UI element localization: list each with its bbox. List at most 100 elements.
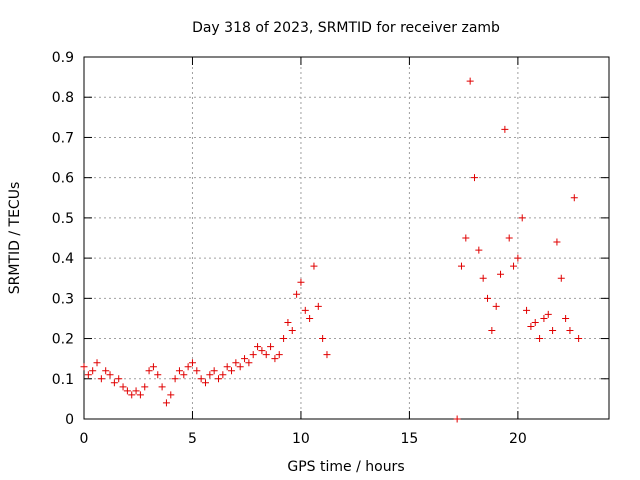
data-point	[115, 375, 123, 383]
data-point	[145, 367, 153, 375]
data-point	[566, 327, 574, 335]
y-axis-label: SRMTID / TECUs	[7, 182, 23, 295]
data-point	[514, 254, 522, 262]
data-point	[201, 379, 209, 387]
y-tick-label: 0.9	[52, 50, 74, 66]
y-tick-label: 0.7	[52, 130, 74, 146]
data-point	[184, 363, 192, 371]
data-point	[241, 355, 249, 363]
data-point	[119, 383, 127, 391]
data-point	[284, 318, 292, 326]
data-point	[215, 375, 223, 383]
data-point	[228, 367, 236, 375]
data-point	[162, 399, 170, 407]
x-tick-label: 10	[292, 431, 310, 447]
data-point	[492, 302, 500, 310]
x-tick-label: 15	[400, 431, 418, 447]
data-point	[540, 314, 548, 322]
data-point	[188, 359, 196, 367]
data-point	[175, 367, 183, 375]
data-point	[527, 322, 535, 330]
data-point	[484, 294, 492, 302]
data-point	[501, 125, 509, 133]
data-point	[488, 327, 496, 335]
data-point	[319, 335, 327, 343]
data-point	[557, 274, 565, 282]
data-point	[297, 278, 305, 286]
y-tick-label: 0	[65, 412, 74, 428]
data-point	[128, 391, 136, 399]
data-point	[132, 387, 140, 395]
data-point	[497, 270, 505, 278]
data-point	[531, 318, 539, 326]
data-point	[232, 359, 240, 367]
data-point	[505, 234, 513, 242]
data-point	[280, 335, 288, 343]
data-point	[102, 367, 110, 375]
tick-labels: 0 0.1 0.2 0.3 0.4 0.5 0.6 0.7 0.8 0.9 0 5 10 15 20	[52, 50, 527, 447]
data-point	[523, 306, 531, 314]
data-point	[475, 246, 483, 254]
data-point	[314, 302, 322, 310]
data-point	[136, 391, 144, 399]
data-point	[154, 371, 162, 379]
y-tick-label: 0.4	[52, 251, 74, 267]
data-point	[197, 375, 205, 383]
plot-frame	[83, 56, 610, 420]
data-point	[97, 375, 105, 383]
data-point	[158, 383, 166, 391]
data-point	[171, 375, 179, 383]
data-point	[323, 351, 331, 359]
data-point	[549, 327, 557, 335]
grid	[84, 57, 609, 419]
y-tick-label: 0.5	[52, 211, 74, 227]
data-point	[93, 359, 101, 367]
data-point	[510, 262, 518, 270]
data-point	[245, 359, 253, 367]
data-point	[123, 387, 131, 395]
y-tick-label: 0.6	[52, 171, 74, 187]
data-point	[275, 351, 283, 359]
data-point	[223, 363, 231, 371]
data-point	[193, 367, 201, 375]
y-tick-label: 0.3	[52, 291, 74, 307]
x-axis-label: GPS time / hours	[287, 459, 404, 475]
data-point	[310, 262, 318, 270]
data-point	[254, 343, 262, 351]
data-point	[518, 214, 526, 222]
data-point	[149, 363, 157, 371]
data-point	[544, 310, 552, 318]
data-point	[80, 363, 88, 371]
axis-ticks	[83, 56, 609, 420]
data-point	[271, 355, 279, 363]
data-point	[84, 371, 92, 379]
data-point	[306, 314, 314, 322]
y-tick-label: 0.8	[52, 90, 74, 106]
data-point	[262, 351, 270, 359]
data-point	[453, 415, 461, 423]
x-tick-label: 20	[509, 431, 527, 447]
data-point	[110, 379, 118, 387]
data-point	[258, 347, 266, 355]
data-point	[536, 335, 544, 343]
data-point	[457, 262, 465, 270]
data-point	[167, 391, 175, 399]
data-point	[206, 371, 214, 379]
data-point	[180, 371, 188, 379]
data-point	[267, 343, 275, 351]
data-point	[106, 371, 114, 379]
data-point	[470, 174, 478, 182]
data-point	[89, 367, 97, 375]
data-point	[249, 351, 257, 359]
data-point	[293, 290, 301, 298]
x-tick-label: 0	[80, 431, 89, 447]
chart-title: Day 318 of 2023, SRMTID for receiver zam…	[192, 20, 500, 36]
y-tick-label: 0.1	[52, 372, 74, 388]
data-point	[570, 194, 578, 202]
data-point	[462, 234, 470, 242]
data-point	[141, 383, 149, 391]
data-points	[80, 77, 583, 423]
x-tick-label: 5	[188, 431, 197, 447]
data-point	[562, 314, 570, 322]
